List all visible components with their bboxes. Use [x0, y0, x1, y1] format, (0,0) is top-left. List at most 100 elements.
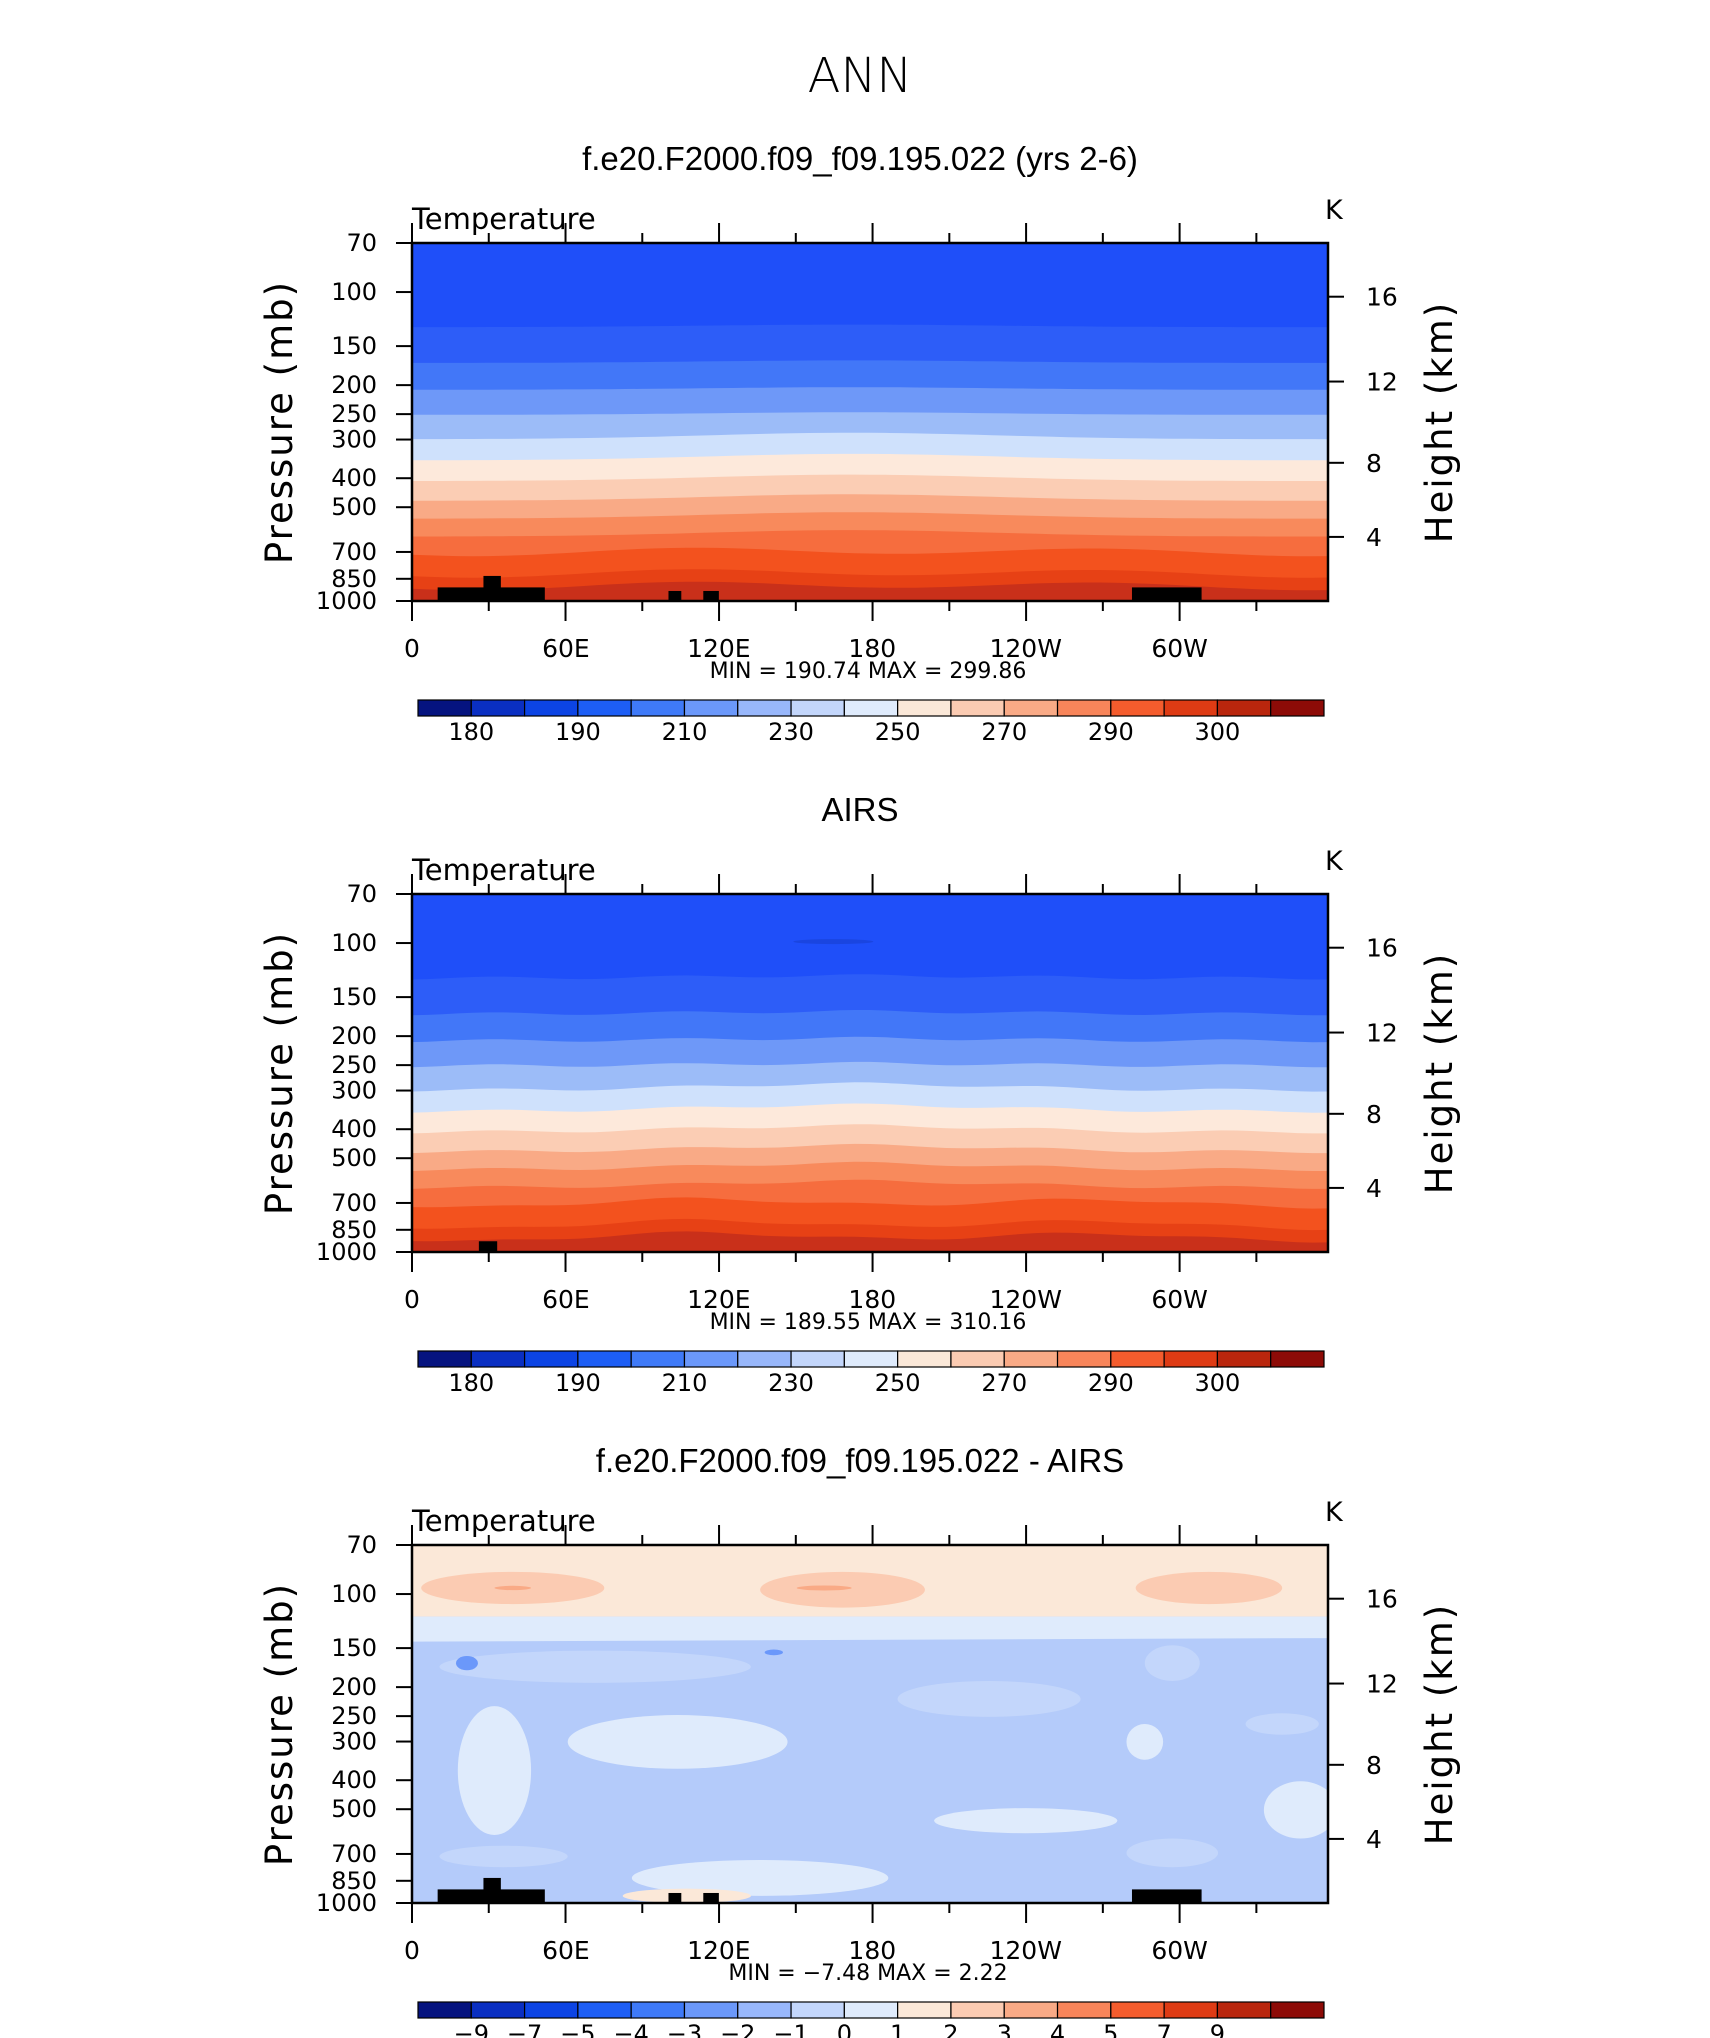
colorbar-box	[1163, 699, 1219, 717]
colorbar-box	[897, 1350, 952, 1368]
colorbar-box	[1110, 2001, 1165, 2019]
colorbar-box	[1270, 2001, 1325, 2019]
colorbar-label: −1	[773, 2020, 808, 2038]
chart-panel-3: f.e20.F2000.f09_f09.195.022 - AIRSTemper…	[258, 1442, 1461, 2038]
colorbar-label: 0	[837, 2020, 852, 2038]
colorbar-label: 250	[875, 718, 921, 746]
contour-band	[439, 1650, 751, 1683]
y-right-tick-label: 12	[1366, 368, 1398, 397]
y-tick-label: 70	[346, 229, 377, 257]
y-right-tick-label: 4	[1366, 1174, 1382, 1203]
colorbar-label: 180	[448, 718, 494, 746]
colorbar-box	[737, 2001, 792, 2019]
colorbar-label: 230	[768, 1369, 814, 1397]
topography-mask	[1131, 1889, 1202, 1903]
y-axis-right-label: Height (km)	[1418, 1603, 1461, 1845]
chart-title: AIRS	[821, 791, 898, 828]
y-tick-label: 150	[331, 1634, 377, 1662]
contour-band	[457, 1706, 532, 1835]
y-right-tick-label: 12	[1366, 1019, 1398, 1048]
y-right-tick-label: 4	[1366, 523, 1382, 552]
y-axis-label: Pressure (mb)	[258, 931, 301, 1215]
colorbar-box	[1003, 1350, 1059, 1368]
colorbar-box	[683, 699, 739, 717]
colorbar-box	[1163, 2001, 1219, 2019]
y-right-tick-label: 12	[1366, 1670, 1398, 1699]
y-tick-label: 200	[331, 1673, 377, 1701]
y-right-tick-label: 4	[1366, 1825, 1382, 1854]
colorbar-label: 180	[448, 1369, 494, 1397]
colorbar-box	[1270, 1350, 1325, 1368]
y-tick-label: 400	[331, 1115, 377, 1143]
y-tick-label: 500	[331, 493, 377, 521]
colorbar-label: 270	[981, 718, 1027, 746]
colorbar-box	[417, 1350, 472, 1368]
units-label: K	[1325, 195, 1344, 226]
contour-band	[796, 1585, 852, 1591]
contour-band	[764, 1649, 783, 1656]
min-max-stats: MIN = 190.74 MAX = 299.86	[710, 659, 1027, 684]
colorbar-box	[843, 2001, 899, 2019]
contour-band	[1144, 1645, 1200, 1682]
x-tick-label: 120E	[687, 1936, 751, 1965]
topography-mask	[483, 1877, 501, 1903]
colorbar-box	[1056, 699, 1112, 717]
y-axis-right-label: Height (km)	[1418, 301, 1461, 543]
colorbar-box	[1003, 699, 1059, 717]
y-right-tick-label: 8	[1366, 449, 1382, 478]
topography-mask	[668, 1892, 682, 1903]
y-right-tick-label: 16	[1366, 934, 1398, 963]
y-tick-label: 300	[331, 1728, 377, 1756]
y-tick-label: 850	[331, 565, 377, 593]
chart-panel-1: f.e20.F2000.f09_f09.195.022 (yrs 2-6) Tem…	[258, 140, 1461, 746]
colorbar-label: 1	[890, 2020, 905, 2038]
contour-band	[494, 1585, 532, 1591]
x-tick-label: 120E	[687, 1285, 751, 1314]
x-tick-label: 60W	[1151, 634, 1208, 663]
y-tick-label: 100	[331, 278, 377, 306]
colorbar-box	[950, 1350, 1005, 1368]
colorbar-label: 7	[1156, 2020, 1171, 2038]
x-tick-label: 60E	[542, 1285, 590, 1314]
colorbar-box	[470, 2001, 526, 2019]
colorbar-label: −5	[560, 2020, 595, 2038]
colorbar-box	[1216, 2001, 1272, 2019]
figure-title: ANN	[808, 48, 913, 104]
x-tick-label: 180	[848, 634, 896, 663]
colorbar-label: 9	[1210, 2020, 1225, 2038]
y-tick-label: 70	[346, 1531, 377, 1559]
x-tick-label: 60E	[542, 634, 590, 663]
y-tick-label: 150	[331, 332, 377, 360]
y-tick-label: 500	[331, 1144, 377, 1172]
y-tick-label: 700	[331, 538, 377, 566]
contour-band	[934, 1808, 1118, 1834]
colorbar-box	[523, 1350, 579, 1368]
topography-mask	[703, 590, 719, 601]
y-right-tick-label: 16	[1366, 1585, 1398, 1614]
colorbar-box	[1003, 2001, 1059, 2019]
y-tick-label: 400	[331, 464, 377, 492]
colorbar-box	[630, 2001, 686, 2019]
contour-band	[567, 1715, 788, 1769]
colorbar-label: 190	[555, 718, 601, 746]
colorbar-label: −4	[613, 2020, 648, 2038]
colorbar-label: 190	[555, 1369, 601, 1397]
x-tick-label: 180	[848, 1936, 896, 1965]
colorbar-label: 290	[1088, 1369, 1134, 1397]
plot-frame	[410, 241, 1330, 603]
y-right-tick-label: 8	[1366, 1100, 1382, 1129]
colorbar-box	[523, 699, 579, 717]
y-tick-label: 200	[331, 371, 377, 399]
colorbar-label: 5	[1103, 2020, 1118, 2038]
y-axis-label: Pressure (mb)	[258, 280, 301, 564]
field-label: Temperature	[411, 853, 596, 887]
contour-band	[622, 1888, 751, 1903]
colorbar-box	[950, 699, 1005, 717]
colorbar-label: 300	[1195, 1369, 1241, 1397]
y-right-tick-label: 8	[1366, 1751, 1382, 1780]
contour-band	[793, 939, 874, 945]
y-tick-label: 250	[331, 400, 377, 428]
topography-mask	[703, 1892, 719, 1903]
colorbar-box	[1110, 699, 1165, 717]
